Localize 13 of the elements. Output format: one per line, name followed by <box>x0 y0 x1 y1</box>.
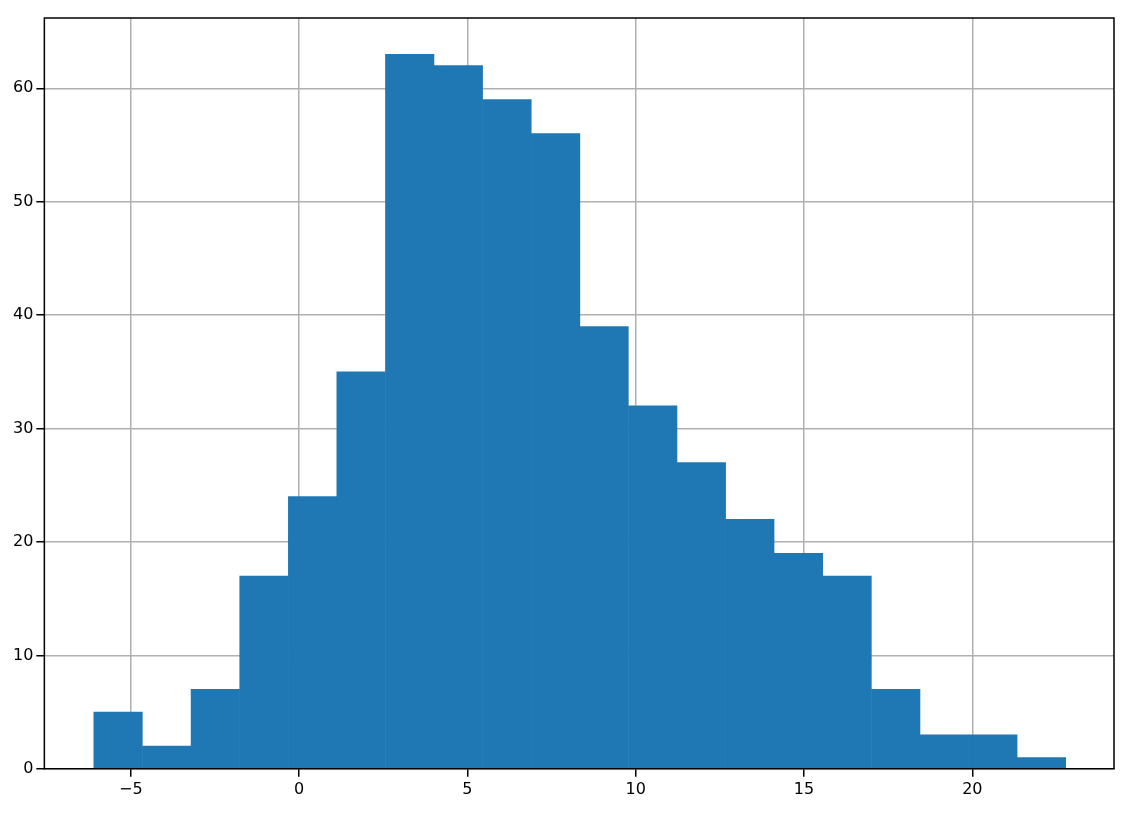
x-tick-label: 15 <box>793 778 815 798</box>
y-tick-label: 60 <box>13 77 34 97</box>
x-tick-label: −5 <box>119 778 143 798</box>
x-tick-label: 5 <box>462 778 473 798</box>
x-tick-label: 20 <box>962 778 983 798</box>
y-tick-label: 30 <box>13 417 34 437</box>
y-tick-label: 40 <box>13 304 34 324</box>
y-tick-label: 10 <box>13 644 34 664</box>
x-tick-label: 10 <box>625 778 646 798</box>
y-tick-label: 20 <box>13 531 34 551</box>
y-tick-label: 50 <box>13 190 34 210</box>
y-tick-label: 0 <box>23 757 34 777</box>
x-tick-label: 0 <box>294 778 305 798</box>
